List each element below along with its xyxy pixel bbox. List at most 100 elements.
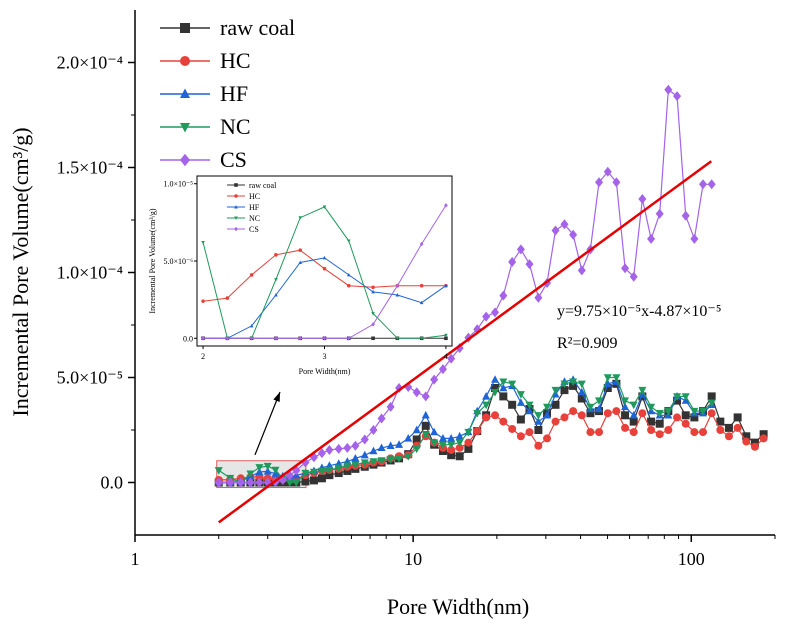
data-point [473, 410, 482, 418]
inset-data-point [298, 216, 303, 220]
data-point [508, 424, 517, 433]
data-point [595, 428, 604, 437]
data-point [638, 194, 647, 204]
data-point [438, 364, 447, 375]
data-point [664, 84, 673, 95]
data-point [499, 392, 508, 401]
data-point [534, 441, 543, 450]
inset-data-point [201, 241, 205, 245]
data-point [516, 391, 525, 399]
data-point [707, 179, 716, 190]
inset-data-point [274, 253, 278, 257]
inset-legend-label: HC [249, 192, 260, 201]
zoom-marker [254, 391, 281, 456]
data-point [334, 469, 343, 478]
zoom-arrow-head [273, 392, 280, 402]
data-point [699, 407, 708, 416]
legend-item: raw coal [160, 15, 295, 40]
data-point [377, 457, 386, 465]
legend-item: NC [160, 114, 251, 139]
y-tick-label: 5.0×10⁻⁵ [57, 368, 123, 388]
data-point [491, 411, 500, 420]
data-point [621, 423, 630, 432]
legend-marker [180, 56, 190, 66]
inset-data-point [444, 336, 448, 341]
inset-data-point [395, 336, 400, 341]
data-point [246, 477, 255, 488]
data-point [351, 453, 360, 462]
data-point [301, 477, 310, 486]
inset-data-point [346, 239, 351, 243]
zoom-arrow-shaft [254, 391, 281, 456]
data-point [577, 380, 586, 389]
data-point [629, 401, 638, 410]
data-point [395, 455, 404, 463]
data-point [560, 219, 569, 230]
data-point [263, 466, 272, 475]
data-point [707, 399, 716, 408]
inset-legend-label: CS [249, 225, 259, 234]
data-point [516, 415, 525, 424]
data-point [499, 290, 508, 301]
data-point [438, 434, 447, 442]
inset-data-point [395, 283, 400, 288]
data-point [360, 459, 369, 467]
data-point [285, 479, 294, 487]
data-point [430, 427, 439, 436]
inset-legend-item: CS [227, 225, 259, 234]
data-point [412, 445, 421, 454]
data-point [690, 407, 699, 416]
inset-data-point [322, 255, 327, 260]
inset-data-point [444, 283, 448, 288]
inset-y-axis-label: Incremental Pore Volume(cm³/g) [148, 208, 157, 314]
data-point [534, 412, 543, 420]
legend-label: HC [220, 48, 251, 73]
data-point [482, 413, 491, 422]
data-point [647, 426, 656, 434]
inset-data-point [346, 272, 351, 277]
data-point [569, 407, 578, 416]
inset-data-point [225, 296, 230, 300]
data-point [412, 435, 421, 444]
fit-annotation: y=9.75×10⁻⁵x-4.87×10⁻⁵ R²=0.909 [557, 303, 721, 352]
data-point [525, 259, 534, 270]
data-point [255, 477, 264, 488]
data-point [421, 431, 430, 439]
data-point [334, 464, 343, 473]
data-point [464, 428, 473, 437]
data-point [395, 440, 404, 448]
legend-label: NC [220, 114, 251, 139]
y-axis-label: Incremental Pore Volume(cm³/g) [8, 127, 33, 416]
data-point [404, 453, 413, 461]
data-point [455, 443, 464, 452]
inset-data-point [201, 336, 205, 341]
data-point [214, 477, 223, 488]
inset-frame [196, 175, 453, 347]
inset-data-point [371, 285, 375, 290]
inset-data-point [419, 241, 424, 247]
inset-data-point [346, 283, 351, 288]
inset-legend-item: NC [227, 214, 260, 223]
data-point [577, 265, 586, 276]
data-point [621, 397, 630, 405]
data-point [724, 432, 733, 441]
data-point [301, 469, 310, 478]
data-point [551, 417, 560, 426]
inset-data-point [371, 336, 375, 341]
inset-data-point [371, 312, 375, 316]
inset-data-point [298, 336, 303, 341]
data-point [586, 409, 595, 418]
x-tick-label: 1 [131, 549, 140, 569]
data-point [655, 419, 664, 428]
data-point [447, 353, 456, 364]
data-point [690, 428, 699, 437]
data-point [447, 434, 456, 442]
data-point [292, 479, 301, 487]
inset-data-point [298, 260, 303, 264]
data-point [343, 462, 352, 471]
data-point [621, 263, 630, 274]
data-point [629, 410, 638, 419]
x-tick-label: 100 [678, 549, 705, 569]
data-point [690, 413, 699, 422]
data-point [421, 391, 430, 402]
